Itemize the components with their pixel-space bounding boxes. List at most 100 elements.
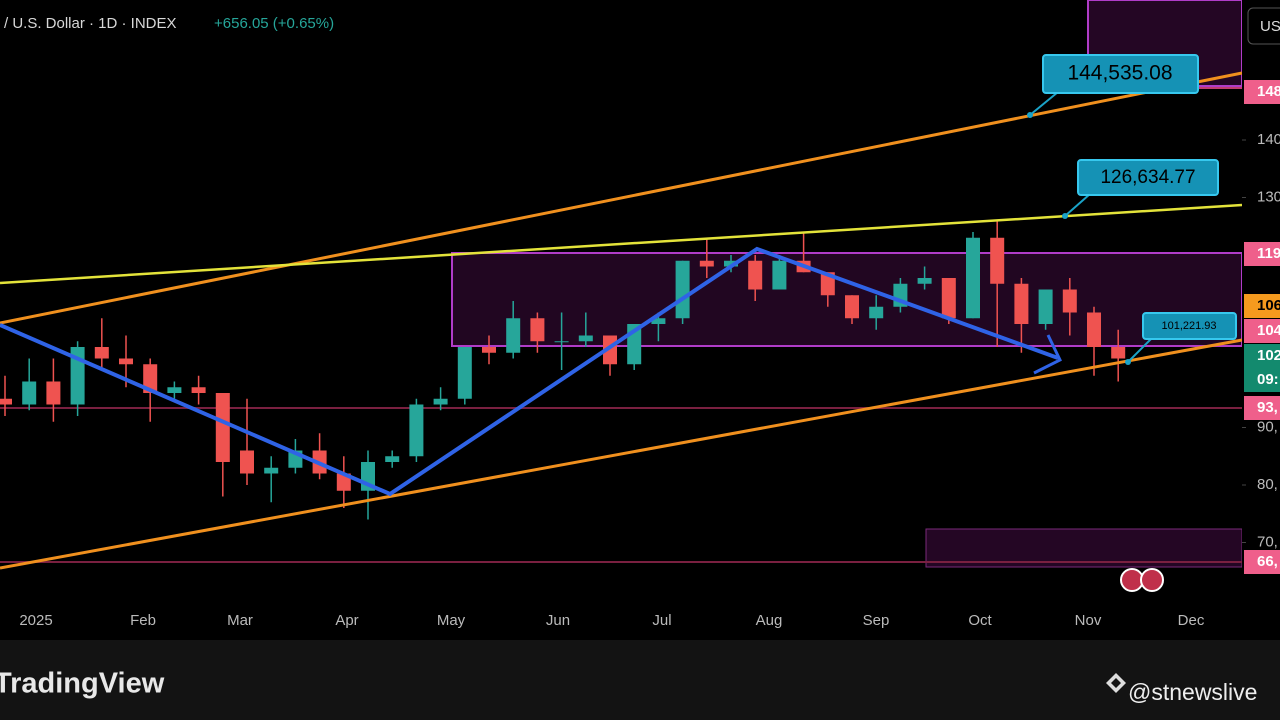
- price-label: 09:: [1257, 371, 1279, 388]
- callout-pointer: [1064, 193, 1091, 217]
- candle-body: [506, 318, 521, 353]
- candle-body: [748, 260, 763, 290]
- callout: [1077, 159, 1219, 196]
- candle-body: [530, 318, 545, 342]
- callout-text: 144,535.08: [1067, 62, 1172, 85]
- y-tick-label: 140: [1257, 131, 1280, 148]
- candle-body: [966, 237, 980, 319]
- x-tick-label: Aug: [756, 612, 783, 629]
- y-tick-label: 90,: [1257, 418, 1278, 435]
- channel-top: [0, 71, 1243, 325]
- price-label: 102: [1257, 347, 1280, 364]
- candle-body: [433, 398, 448, 405]
- candle-body: [22, 381, 37, 405]
- candle-body: [990, 237, 1005, 284]
- price-label-box: [1244, 396, 1280, 420]
- candle-body: [409, 404, 424, 457]
- candle-body: [1111, 347, 1126, 359]
- currency-button-text[interactable]: US: [1260, 18, 1280, 35]
- callout: [1142, 312, 1237, 340]
- price-label-box: [1244, 294, 1280, 318]
- callout-dot: [1125, 359, 1131, 365]
- price-label-box: [1244, 344, 1280, 368]
- resistance-line: [0, 203, 1243, 285]
- x-tick-label: Jun: [546, 612, 570, 629]
- x-tick-label: Nov: [1075, 612, 1102, 629]
- symbol-title: / U.S. Dollar · 1D · INDEX: [4, 15, 177, 32]
- event-icon: [1140, 568, 1164, 592]
- price-label: 93,: [1257, 399, 1278, 416]
- callout: [1042, 54, 1199, 94]
- x-tick-label: 2025: [19, 612, 52, 629]
- candle-body: [119, 358, 133, 365]
- candle-body: [240, 450, 254, 474]
- price-label-box: [1244, 368, 1280, 392]
- callout-dot: [1062, 213, 1068, 219]
- logo: TradingView: [0, 668, 165, 700]
- support-box: [925, 528, 1243, 568]
- zigzag: [0, 246, 1059, 497]
- candle-body: [46, 381, 61, 405]
- price-label: 104: [1257, 322, 1280, 339]
- price-label-box: [1244, 80, 1280, 104]
- price-label-box: [1244, 319, 1280, 343]
- callout-dot: [1027, 112, 1033, 118]
- handle-icon: [1106, 673, 1126, 693]
- x-tick-label: Sep: [863, 612, 890, 629]
- candle-body: [191, 387, 206, 393]
- candle-body: [0, 398, 12, 405]
- candle-body: [457, 347, 472, 399]
- x-tick-label: Feb: [130, 612, 156, 629]
- price-label-box: [1244, 550, 1280, 574]
- change-text: +656.05 (+0.65%): [214, 15, 334, 32]
- candle-body: [385, 456, 400, 462]
- y-tick-label: 80,: [1257, 476, 1278, 493]
- candle-body: [167, 387, 182, 393]
- candle-body: [869, 306, 884, 319]
- candle-body: [845, 295, 859, 319]
- price-label: 66,: [1257, 553, 1278, 570]
- x-tick-label: Mar: [227, 612, 253, 629]
- candle-body: [699, 260, 714, 267]
- callout-text: 101,221.93: [1161, 320, 1216, 332]
- axis-labels: 140 130 90, 80, 70, 2025 Feb Mar Apr May Jun Jul Aug…: [19, 131, 1280, 629]
- channel-bottom: [0, 338, 1243, 570]
- candle-body: [917, 278, 932, 284]
- candle-body: [554, 341, 569, 343]
- x-tick-label: May: [437, 612, 466, 629]
- candle-body: [94, 347, 109, 359]
- candle-body: [1038, 289, 1053, 324]
- price-label-box: [1244, 242, 1280, 266]
- candle-body: [651, 318, 666, 324]
- candle-body: [578, 335, 593, 342]
- candle-body: [1062, 289, 1077, 313]
- price-label: 148: [1257, 83, 1280, 100]
- price-labels: 148 119 106 104 102 09: 93, 66,: [1244, 80, 1280, 574]
- candle-body: [143, 364, 158, 393]
- trend-lines: [0, 71, 1243, 570]
- price-label: 119: [1257, 245, 1280, 262]
- candle-body: [941, 278, 956, 319]
- callout-pointer: [1029, 91, 1059, 116]
- candle-body: [1087, 312, 1101, 347]
- arrow: [1033, 334, 1062, 375]
- candle-body: [675, 260, 690, 319]
- x-tick-label: Oct: [968, 612, 992, 629]
- y-tick-label: 130: [1257, 188, 1280, 205]
- candle-body: [772, 260, 787, 290]
- price-label: 106: [1257, 297, 1280, 314]
- callout-text: 126,634.77: [1100, 167, 1195, 188]
- handle: @stnewslive: [1128, 679, 1257, 705]
- candle-body: [1014, 283, 1029, 324]
- candle-body: [482, 347, 496, 353]
- candle-body: [215, 393, 230, 462]
- y-tick-label: 70,: [1257, 533, 1278, 550]
- x-tick-label: Dec: [1178, 612, 1205, 629]
- candle-body: [724, 260, 738, 267]
- currency-button[interactable]: [1247, 7, 1280, 45]
- callouts: 144,535.08 126,634.77 101,221.93: [1027, 54, 1237, 365]
- candle-body: [336, 473, 351, 491]
- event-icon: [1120, 568, 1144, 592]
- callout-pointer: [1127, 337, 1153, 363]
